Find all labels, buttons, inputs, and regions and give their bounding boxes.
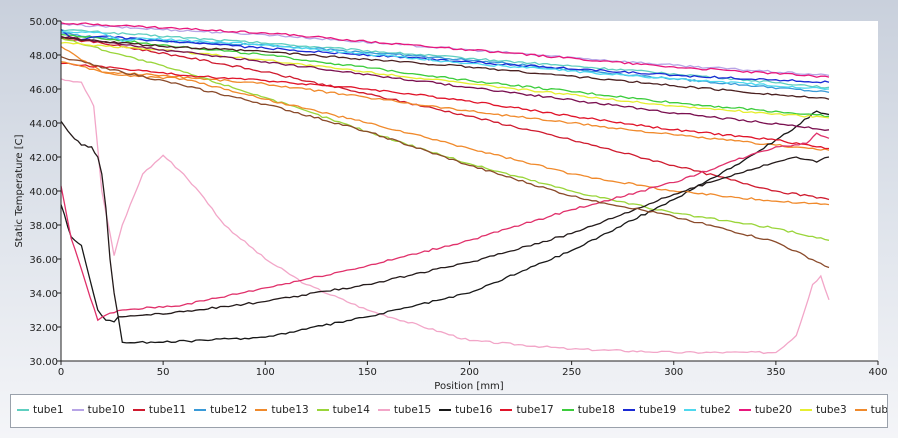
legend-label: tube17 [516, 404, 554, 416]
legend-item-tube20: tube20 [738, 404, 793, 416]
legend-swatch [738, 409, 751, 411]
legend-swatch [255, 409, 268, 411]
series-line-tube19 [60, 29, 830, 84]
legend-swatch [71, 409, 84, 411]
series-line-tube7 [60, 56, 830, 269]
legend-swatch [622, 409, 635, 411]
x-tick-label: 100 [256, 367, 275, 378]
legend-swatch [132, 409, 145, 411]
legend-item-tube16: tube16 [439, 404, 492, 416]
legend-label: tube10 [87, 404, 125, 416]
x-tick-label: 200 [460, 367, 479, 378]
x-tick-label: 50 [157, 367, 170, 378]
legend-label: tube11 [148, 404, 187, 416]
series-line-tube16 [60, 110, 830, 344]
y-tick-label: 30.00 [29, 357, 58, 368]
legend-swatch [500, 409, 513, 411]
series-line-tube13 [60, 45, 830, 151]
legend-item-tube11: tube11 [132, 404, 187, 416]
series-line-tube17 [60, 62, 829, 150]
series-line-tube1 [60, 28, 830, 89]
legend-item-tube1: tube1 [17, 404, 64, 416]
legend-item-tube19: tube19 [622, 404, 677, 416]
x-tick-label: 350 [766, 367, 785, 378]
series-line-tube20 [60, 22, 830, 78]
legend-item-tube2: tube2 [684, 404, 731, 416]
y-tick-label: 50.00 [29, 17, 58, 28]
legend-item-tube4: tube4 [854, 404, 888, 416]
legend-item-tube18: tube18 [561, 404, 615, 416]
legend-swatch [194, 409, 207, 411]
legend-label: tube16 [455, 404, 493, 416]
legend-label: tube18 [577, 404, 615, 416]
legend-swatch [377, 409, 390, 411]
x-tick-label: 0 [58, 367, 64, 378]
legend-item-tube12: tube12 [194, 404, 247, 416]
y-tick-label: 34.00 [29, 289, 58, 300]
legend-swatch [854, 409, 867, 411]
x-axis-label: Position [mm] [434, 381, 503, 392]
x-tick-label: 400 [868, 367, 887, 378]
y-tick-label: 42.00 [29, 153, 58, 164]
legend-label: tube13 [271, 404, 309, 416]
legend: tube1 tube10 tube11 tube12 tube13 tube14 tube1… [10, 394, 888, 428]
y-tick-label: 38.00 [29, 221, 58, 232]
legend-label: tube14 [332, 404, 370, 416]
legend-label: tube15 [393, 404, 432, 416]
ticks: 0 50 100 150 200 250 300 350 400 30.00 32.00 34.00 3… [29, 17, 887, 378]
legend-item-tube3: tube3 [800, 404, 847, 416]
series-line-tube11 [60, 37, 830, 201]
series-line-tube15 [60, 78, 830, 355]
y-axis-label: Static Temperature [C] [14, 134, 25, 247]
y-tick-label: 44.00 [29, 119, 58, 130]
legend-label: tube2 [700, 404, 731, 416]
x-tick-label: 300 [664, 367, 683, 378]
x-tick-label: 250 [562, 367, 581, 378]
legend-label: tube19 [638, 404, 677, 416]
y-tick-label: 32.00 [29, 323, 58, 334]
legend-swatch [17, 409, 29, 411]
legend-item-tube17: tube17 [500, 404, 554, 416]
series-line-tube9 [60, 36, 830, 100]
plot-background [61, 21, 878, 361]
legend-swatch [561, 409, 574, 411]
series-group [60, 22, 830, 355]
chart: 0 50 100 150 200 250 300 350 400 30.00 32.00 34.00 3… [14, 17, 888, 392]
series-line-tube6 [60, 120, 830, 318]
series-line-tube2 [60, 30, 830, 90]
plot-area [61, 21, 878, 361]
legend-swatch [439, 409, 452, 411]
legend-item-tube15: tube15 [377, 404, 432, 416]
y-tick-label: 36.00 [29, 255, 58, 266]
y-tick-label: 48.00 [29, 51, 58, 62]
legend-items: tube1 tube10 tube11 tube12 tube13 tube14 tube1… [17, 404, 888, 416]
legend-label: tube4 [870, 404, 888, 416]
legend-swatch [684, 409, 697, 411]
legend-item-tube10: tube10 [71, 404, 125, 416]
series-line-tube4 [60, 61, 830, 206]
series-line-tube5 [60, 132, 830, 322]
legend-label: tube3 [816, 404, 847, 416]
legend-item-tube13: tube13 [255, 404, 309, 416]
legend-label: tube12 [210, 404, 248, 416]
legend-item-tube14: tube14 [316, 404, 370, 416]
legend-label: tube20 [754, 404, 793, 416]
legend-swatch [800, 409, 813, 411]
legend-label: tube1 [33, 404, 64, 416]
x-tick-label: 150 [358, 367, 377, 378]
y-tick-label: 46.00 [29, 85, 58, 96]
legend-swatch [316, 409, 329, 411]
y-tick-label: 40.00 [29, 187, 58, 198]
series-line-tube8 [60, 35, 830, 131]
